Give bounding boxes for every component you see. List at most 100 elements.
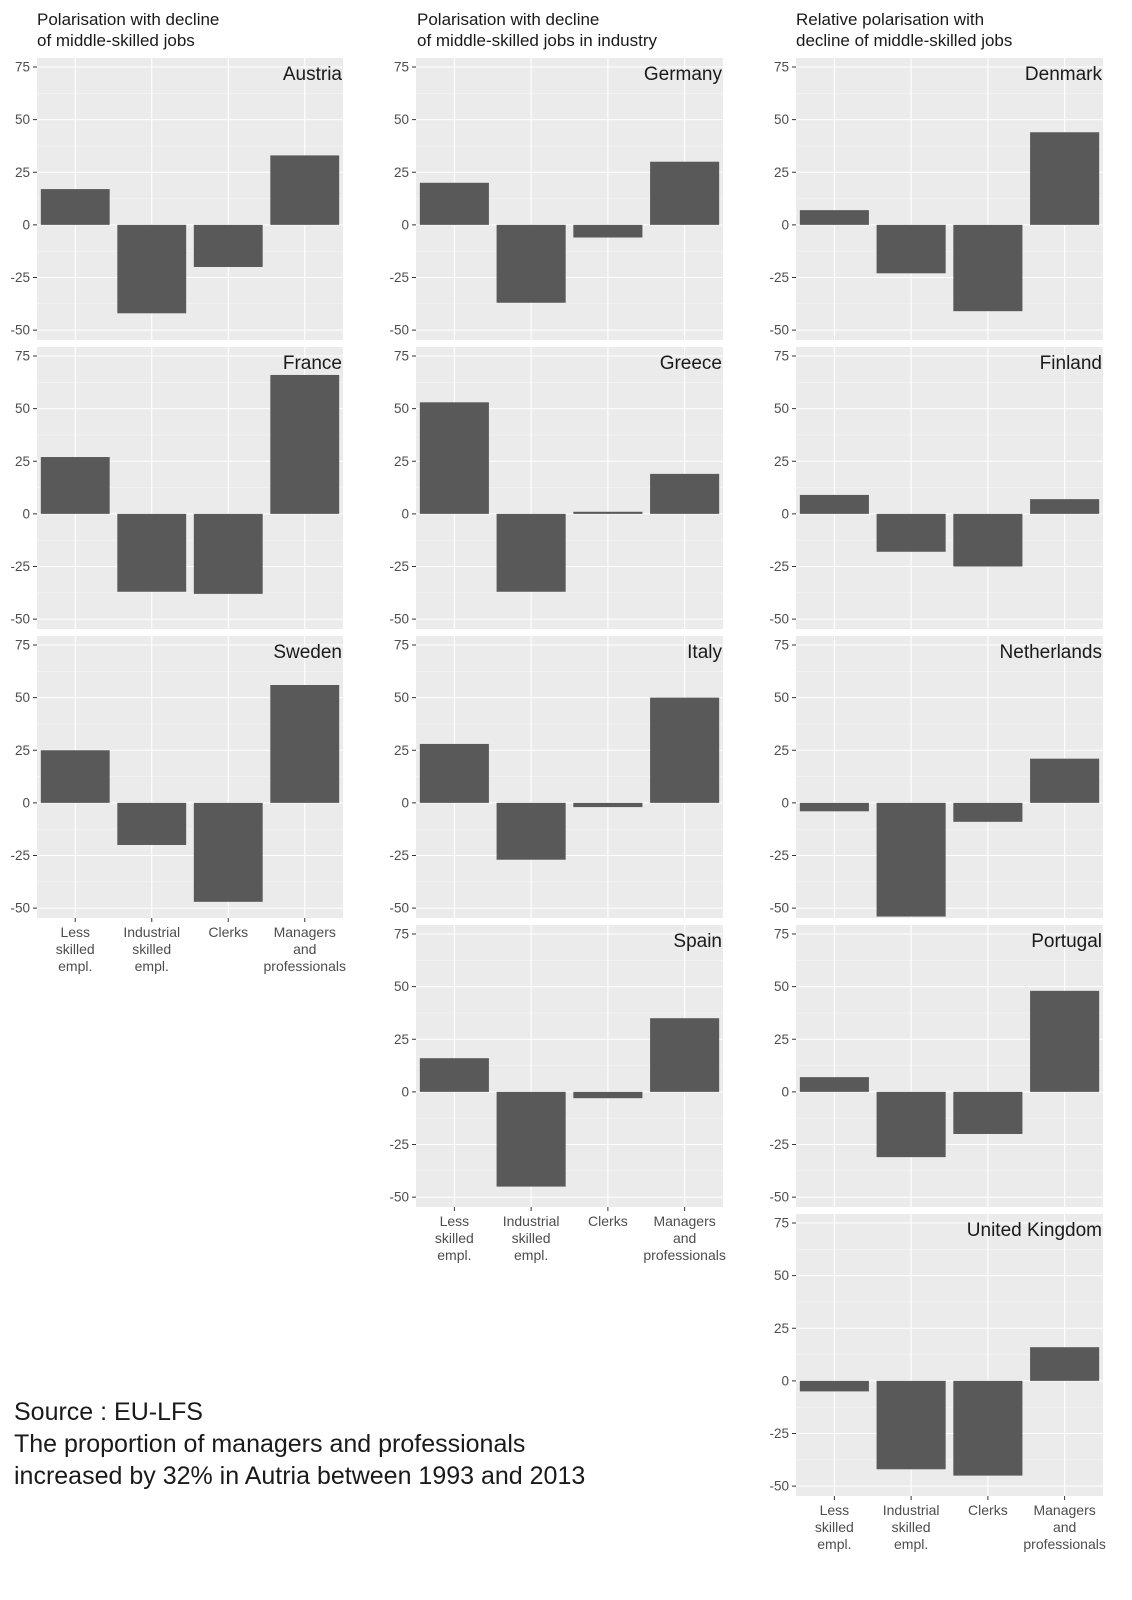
bar-austria-less xyxy=(40,189,110,225)
facet-panel-greece: 75 50 25 0 -25 -50 Greece xyxy=(389,347,723,629)
bar-greece-managers xyxy=(650,473,720,514)
y-tick-label: 50 xyxy=(774,979,789,994)
bar-portugal-clerks xyxy=(953,1091,1023,1134)
panel-label-united-kingdom: United Kingdom xyxy=(967,1220,1102,1241)
bar-france-industrial xyxy=(117,513,187,592)
x-tick-label-line: Less xyxy=(60,924,90,940)
y-tick-label: 0 xyxy=(401,217,409,232)
y-tick-label: 0 xyxy=(781,795,789,810)
bar-portugal-managers xyxy=(1030,990,1100,1092)
facet-panel-netherlands: 75 50 25 0 -25 -50 Netherlands xyxy=(769,636,1103,918)
y-tick-label: -25 xyxy=(389,1137,409,1152)
x-tick-label-line: skilled xyxy=(512,1230,551,1246)
x-tick-label-line: Less xyxy=(440,1213,470,1229)
x-tick-label-industrial: Industrial skilled empl. xyxy=(123,924,180,974)
bar-denmark-less xyxy=(799,210,869,225)
column-title-line: decline of middle-skilled jobs xyxy=(796,31,1012,50)
x-tick-label-clerks: Clerks xyxy=(588,1213,628,1229)
x-tick-label-line: Less xyxy=(820,1502,850,1518)
x-tick-label-managers: Managers and professionals xyxy=(264,924,347,974)
bar-spain-industrial xyxy=(496,1091,566,1187)
panel-label-sweden: Sweden xyxy=(273,642,342,663)
x-axis-2: Less skilled empl.Industrial skilled empl.Cl… xyxy=(435,1207,726,1263)
y-tick-label: 50 xyxy=(15,112,30,127)
y-tick-label: -50 xyxy=(389,323,409,338)
panel-label-finland: Finland xyxy=(1040,353,1102,374)
facet-panel-germany: 75 50 25 0 -25 -50 Germany xyxy=(389,58,723,340)
y-tick-label: 25 xyxy=(774,454,789,469)
y-tick-label: -50 xyxy=(769,1479,789,1494)
column-title-1: Polarisation with decline of middle-skill… xyxy=(37,10,219,50)
bar-united-kingdom-less xyxy=(799,1380,869,1392)
bar-greece-industrial xyxy=(496,513,566,592)
panel-label-portugal: Portugal xyxy=(1031,931,1102,952)
bar-germany-clerks xyxy=(573,224,643,238)
x-tick-label-line: Clerks xyxy=(208,924,248,940)
y-tick-label: 0 xyxy=(22,795,30,810)
y-tick-label: 75 xyxy=(774,60,789,75)
x-tick-label-line: skilled xyxy=(435,1230,474,1246)
y-tick-label: -25 xyxy=(769,559,789,574)
y-tick-label: -25 xyxy=(10,559,30,574)
y-tick-label: -25 xyxy=(769,1137,789,1152)
bar-france-managers xyxy=(270,374,340,514)
bar-denmark-clerks xyxy=(953,224,1023,312)
x-tick-label-line: empl. xyxy=(58,958,92,974)
y-tick-label: 75 xyxy=(774,638,789,653)
y-tick-label: 0 xyxy=(781,1084,789,1099)
y-tick-label: -25 xyxy=(10,848,30,863)
y-tick-label: -50 xyxy=(10,901,30,916)
bar-italy-less xyxy=(419,743,489,803)
bar-netherlands-managers xyxy=(1030,758,1100,803)
column-title-line: of middle-skilled jobs in industry xyxy=(417,31,657,50)
y-tick-label: -50 xyxy=(389,612,409,627)
x-tick-label-line: empl. xyxy=(817,1536,851,1552)
bar-netherlands-clerks xyxy=(953,802,1023,822)
y-tick-label: -50 xyxy=(389,901,409,916)
bar-austria-managers xyxy=(270,155,340,225)
x-tick-label-line: empl. xyxy=(514,1247,548,1263)
bar-sweden-clerks xyxy=(193,802,263,902)
y-tick-label: 75 xyxy=(394,638,409,653)
bar-netherlands-less xyxy=(799,802,869,812)
x-tick-label-less: Less skilled empl. xyxy=(435,1213,474,1263)
y-tick-label: 75 xyxy=(774,349,789,364)
y-tick-label: 25 xyxy=(15,454,30,469)
facet-column-3: Relative polarisation with decline of mid… xyxy=(769,10,1105,1552)
bar-germany-less xyxy=(419,182,489,225)
x-tick-label-line: empl. xyxy=(135,958,169,974)
column-title-line: Polarisation with decline xyxy=(417,10,599,29)
y-tick-label: -25 xyxy=(389,270,409,285)
panel-label-austria: Austria xyxy=(283,64,343,85)
y-tick-label: 75 xyxy=(394,349,409,364)
facet-column-2: Polarisation with decline of middle-skill… xyxy=(389,10,725,1263)
y-tick-label: 50 xyxy=(15,401,30,416)
bar-united-kingdom-industrial xyxy=(876,1380,946,1470)
y-tick-label: 75 xyxy=(394,927,409,942)
x-tick-label-line: skilled xyxy=(815,1519,854,1535)
bar-portugal-industrial xyxy=(876,1091,946,1158)
bar-sweden-industrial xyxy=(117,802,187,845)
y-tick-label: -50 xyxy=(769,1190,789,1205)
y-tick-label: 50 xyxy=(394,112,409,127)
panel-background xyxy=(796,347,1103,629)
x-tick-label-industrial: Industrial skilled empl. xyxy=(503,1213,560,1263)
y-tick-label: -25 xyxy=(769,848,789,863)
bar-finland-less xyxy=(799,494,869,514)
y-tick-label: 0 xyxy=(401,795,409,810)
y-tick-label: 75 xyxy=(15,60,30,75)
x-tick-label-line: Clerks xyxy=(588,1213,628,1229)
caption-source: Source : EU-LFS xyxy=(14,1398,203,1426)
column-title-line: of middle-skilled jobs xyxy=(37,31,195,50)
y-tick-label: 0 xyxy=(781,1373,789,1388)
y-tick-label: -50 xyxy=(769,323,789,338)
bar-germany-managers xyxy=(650,161,720,225)
y-tick-label: 25 xyxy=(774,1032,789,1047)
y-tick-label: -50 xyxy=(769,901,789,916)
y-tick-label: 50 xyxy=(394,690,409,705)
bar-france-clerks xyxy=(193,513,263,594)
x-tick-label-managers: Managers and professionals xyxy=(1023,1502,1106,1552)
